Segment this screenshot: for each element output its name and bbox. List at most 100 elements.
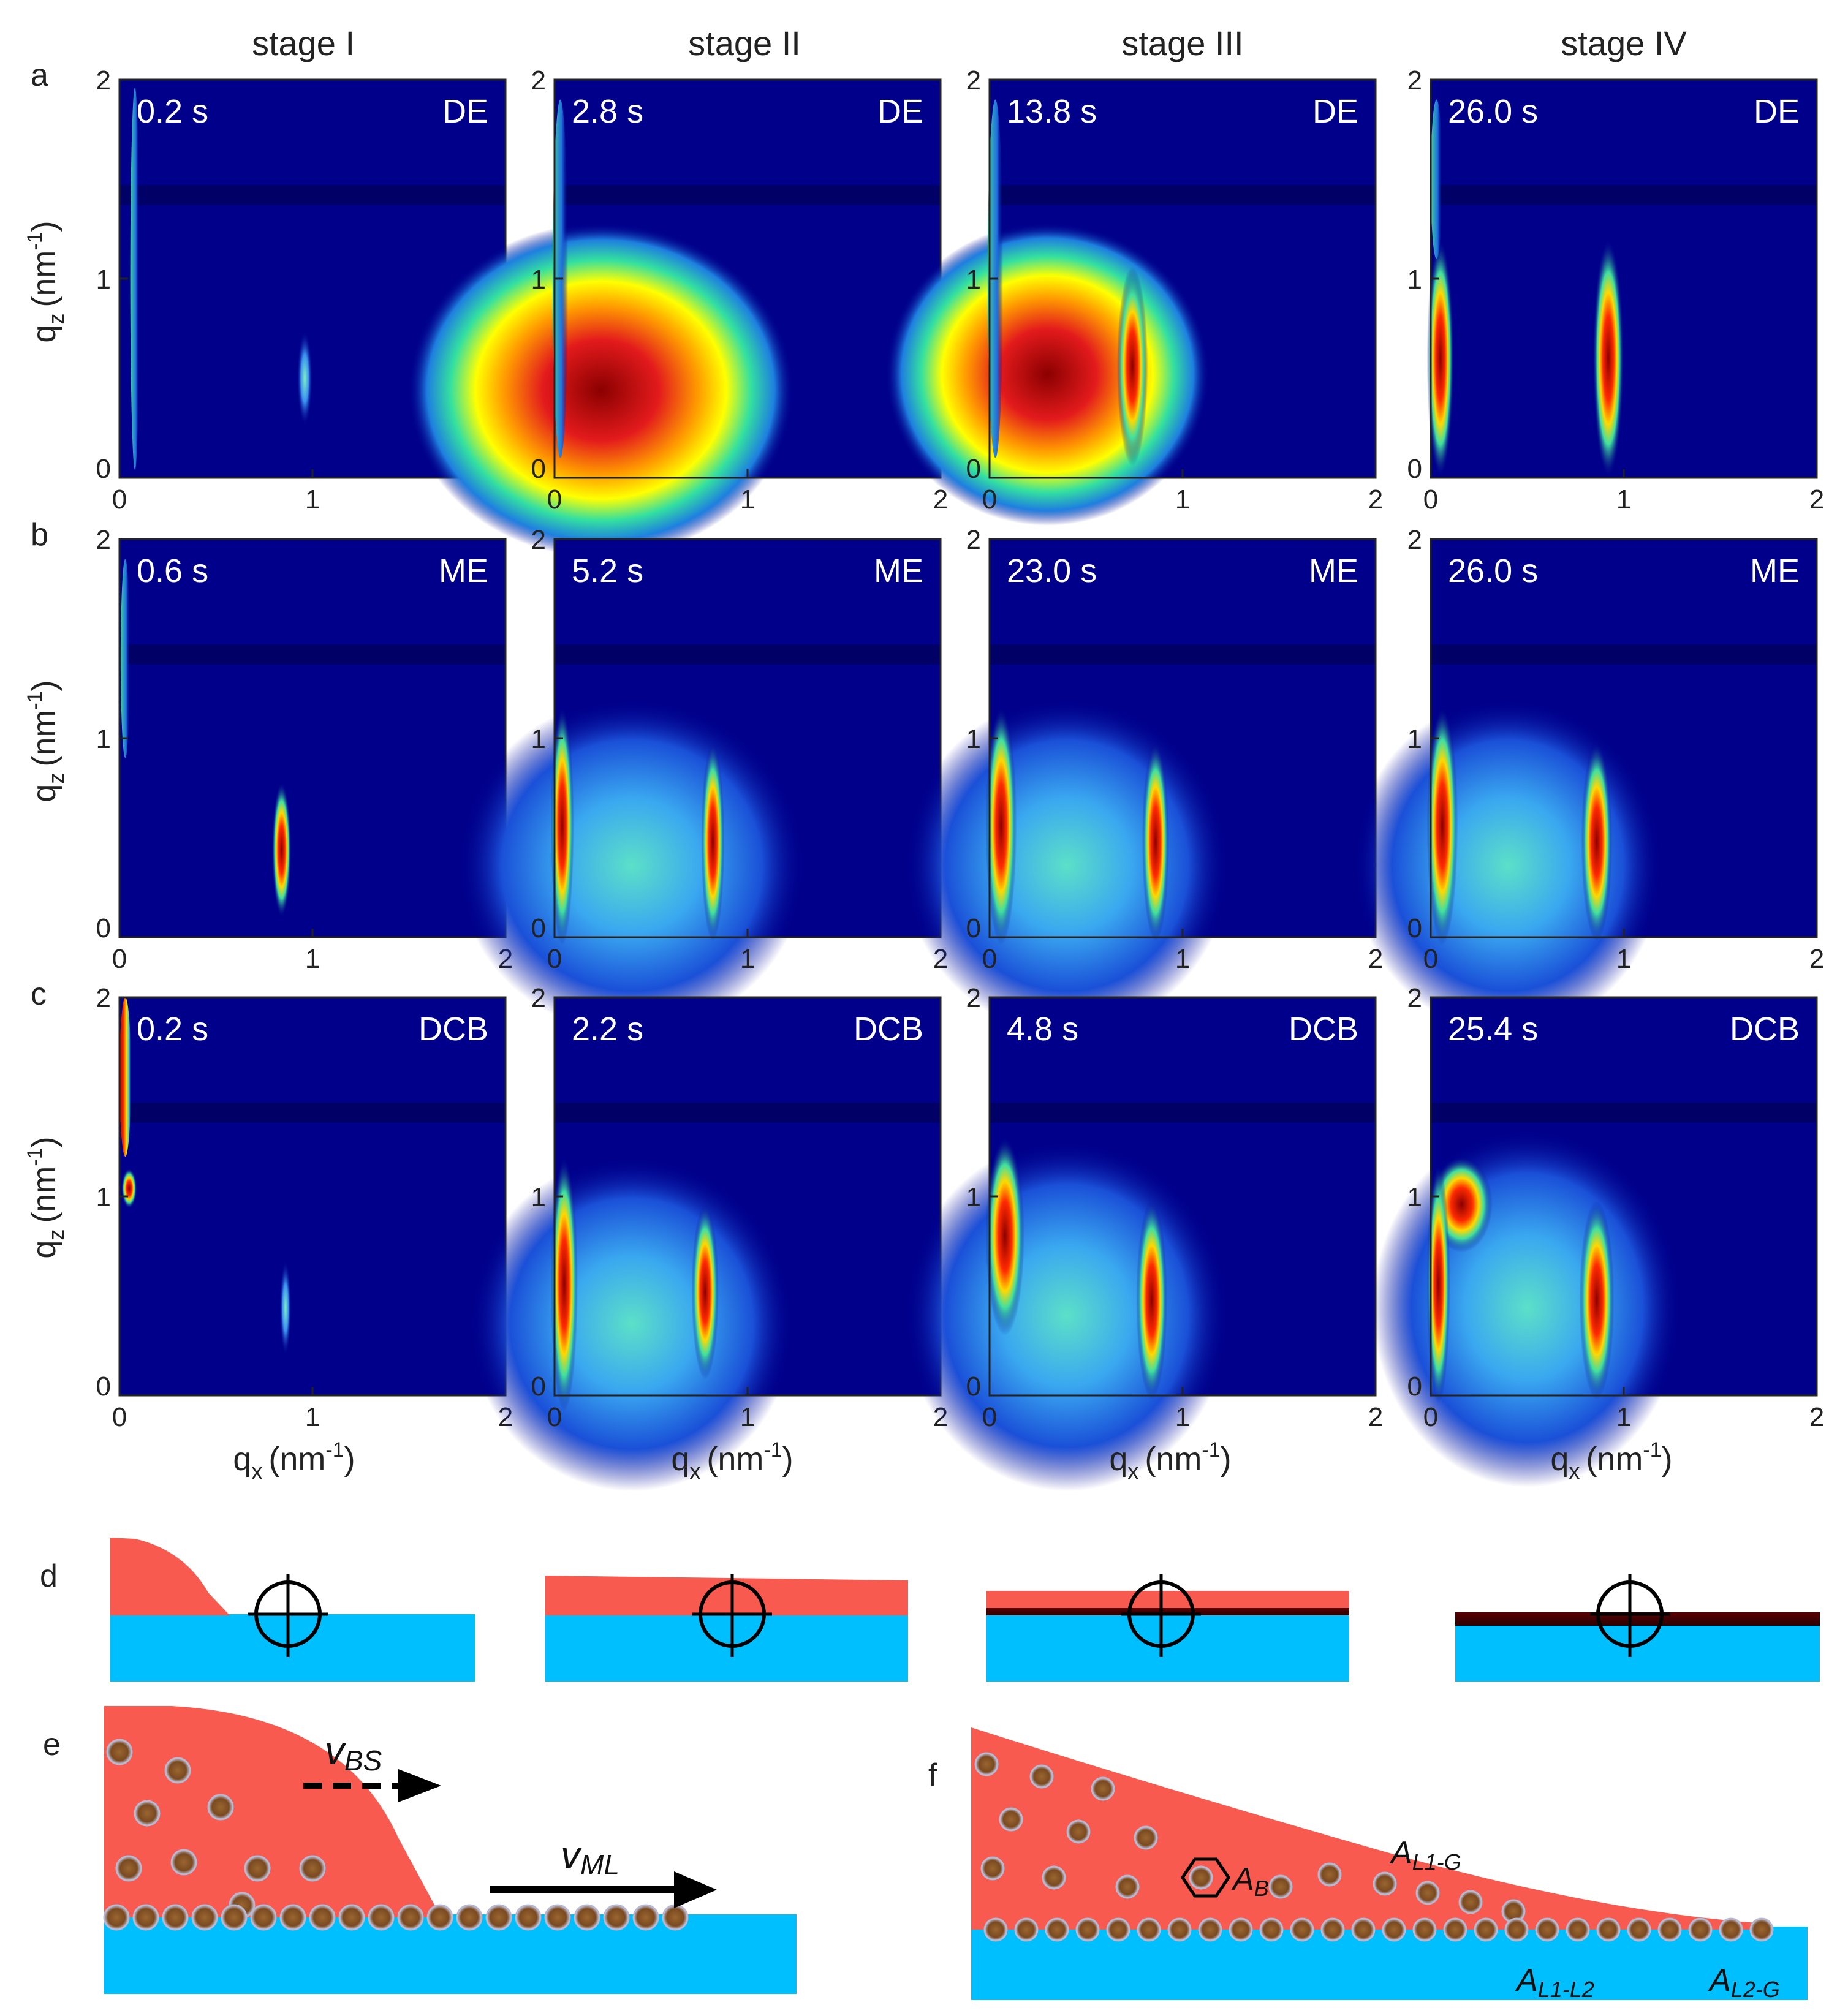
x-tick-label: 0 xyxy=(112,1402,127,1432)
nanoparticle xyxy=(485,1904,512,1931)
x-tick-label: 1 xyxy=(305,485,320,515)
y-tick-label: 2 xyxy=(531,525,546,555)
y-label-q: q xyxy=(26,784,62,802)
x-label-unit: (nm xyxy=(1586,1441,1643,1478)
nanoparticle xyxy=(1373,1871,1397,1896)
x-label-q: q xyxy=(233,1441,251,1478)
y-tick-label: 2 xyxy=(96,525,111,555)
nanoparticle xyxy=(1566,1917,1590,1942)
scattering-intensity xyxy=(1136,1200,1167,1400)
nanoparticle xyxy=(1535,1917,1559,1942)
svg-text:qz(nm-1): qz (nm-1) xyxy=(23,1136,69,1258)
schematic-f: AB AL1-G AL1-L2 AL2-G xyxy=(971,1727,1808,2002)
time-label: 0.2 s xyxy=(137,1011,208,1048)
y-label-exp: -1 xyxy=(23,1147,47,1166)
scattering-intensity xyxy=(904,698,1229,1033)
stage-title-4: stage IV xyxy=(1561,24,1687,62)
nanoparticle xyxy=(1415,1881,1440,1905)
beamstop-band xyxy=(990,185,1376,205)
y-tick-label: 0 xyxy=(531,1372,546,1402)
nanoparticle xyxy=(279,1904,306,1931)
particle-group xyxy=(974,1752,1774,1942)
x-tick-label: 1 xyxy=(305,1402,320,1432)
y-tick-label: 2 xyxy=(1407,66,1422,96)
x-label-unit: (nm xyxy=(706,1441,763,1478)
nanoparticle xyxy=(1382,1917,1406,1942)
solvent-label: DCB xyxy=(854,1011,923,1048)
nanoparticle xyxy=(250,1904,277,1931)
y-axis-label-row-c: qz (nm-1) xyxy=(23,1136,69,1258)
solvent-label: DE xyxy=(877,93,923,130)
x-label-unit: (nm xyxy=(268,1441,325,1478)
y-label-close: ) xyxy=(26,221,62,232)
detector-image xyxy=(1431,80,1817,478)
x-label-close: ) xyxy=(782,1441,793,1478)
scattering-intensity xyxy=(1581,742,1613,942)
row-letter-a: a xyxy=(31,58,48,93)
detector-image xyxy=(119,539,506,937)
nanoparticle xyxy=(544,1904,571,1931)
y-tick-label: 1 xyxy=(531,265,546,295)
x-label-close: ) xyxy=(344,1441,355,1478)
scattering-intensity xyxy=(1142,742,1169,942)
detector-image xyxy=(119,997,506,1395)
solvent-label: DE xyxy=(1754,93,1800,130)
nanoparticle xyxy=(1029,1764,1054,1789)
beam-spot-icon xyxy=(699,1580,766,1648)
y-tick-label: 2 xyxy=(531,983,546,1013)
substrate xyxy=(110,1614,475,1682)
x-label-q: q xyxy=(1109,1441,1127,1478)
scattering-intensity xyxy=(1579,1200,1615,1400)
x-label-x: x xyxy=(689,1459,700,1484)
nanoparticle xyxy=(1657,1917,1682,1942)
y-label-exp: -1 xyxy=(23,232,47,250)
v-ml-main: v xyxy=(561,1833,583,1877)
y-tick-label: 2 xyxy=(531,66,546,96)
y-label-exp: -1 xyxy=(23,691,47,709)
scattering-intensity xyxy=(1426,706,1458,945)
beamstop-band xyxy=(1431,644,1817,665)
beamstop-band xyxy=(990,1103,1376,1123)
scattering-intensity xyxy=(297,330,312,426)
y-label-z: z xyxy=(44,1229,69,1240)
solvent-label: DE xyxy=(1312,93,1358,130)
beamstop-band xyxy=(555,185,941,205)
schematic-e: vBS vML xyxy=(103,1706,797,1994)
nanoparticle xyxy=(603,1904,630,1931)
beamstop-band xyxy=(119,644,506,665)
y-tick-label: 1 xyxy=(96,1182,111,1212)
time-label: 26.0 s xyxy=(1448,93,1538,130)
y-tick-label: 2 xyxy=(1407,983,1422,1013)
dried-film xyxy=(1455,1612,1820,1626)
solvent-label: DCB xyxy=(1730,1011,1800,1048)
y-label-close: ) xyxy=(26,1136,62,1147)
row-letter-c: c xyxy=(31,976,47,1012)
time-label: 26.0 s xyxy=(1448,553,1538,589)
x-tick-label: 1 xyxy=(1616,944,1631,974)
scattering-intensity xyxy=(407,223,794,557)
label-a-l2-g: AL2-G xyxy=(1708,1963,1780,2002)
label-a-l1-g: AL1-G xyxy=(1389,1835,1461,1874)
row-letter-b: b xyxy=(31,517,48,553)
y-tick-label: 2 xyxy=(96,983,111,1013)
x-tick-label: 1 xyxy=(1175,485,1190,515)
svg-text:qz(nm-1): qz (nm-1) xyxy=(23,221,69,342)
beam-spot-icon xyxy=(1127,1580,1195,1648)
x-label-exp: -1 xyxy=(1202,1438,1220,1462)
y-tick-label: 2 xyxy=(966,66,981,96)
nanoparticle xyxy=(115,1855,142,1882)
y-tick-label: 1 xyxy=(1407,724,1422,754)
y-tick-label: 0 xyxy=(531,913,546,943)
x-label-q: q xyxy=(671,1441,689,1478)
y-tick-label: 0 xyxy=(531,454,546,484)
nanocrystal-layer xyxy=(986,1608,1349,1615)
y-label-unit: (nm xyxy=(26,251,62,308)
scattering-intensity xyxy=(458,698,806,1033)
nanoparticle xyxy=(1688,1917,1713,1942)
beamstop-band xyxy=(555,1103,941,1123)
y-tick-label: 1 xyxy=(96,724,111,754)
x-tick-label: 2 xyxy=(1809,1402,1824,1432)
nanoparticle xyxy=(1198,1917,1222,1942)
